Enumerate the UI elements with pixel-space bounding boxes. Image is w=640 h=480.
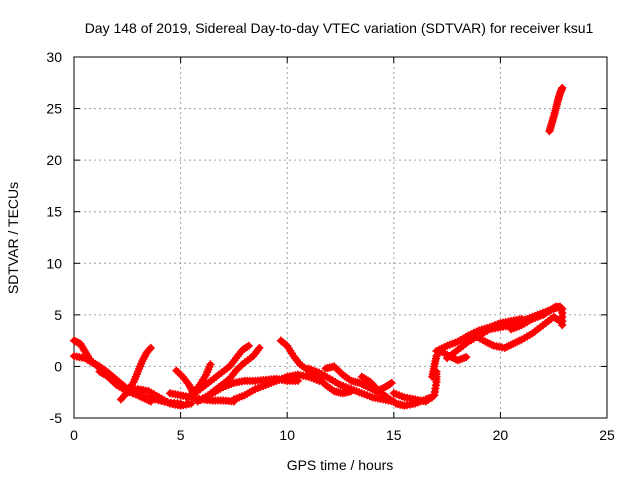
- plot-frame: [73, 56, 608, 419]
- data-point-plus: [255, 343, 264, 352]
- y-tick-label: 5: [54, 307, 62, 323]
- data-point-plus: [462, 353, 471, 362]
- x-tick-label: 15: [386, 427, 402, 443]
- y-tick-label: 30: [46, 49, 62, 65]
- x-tick-label: 0: [70, 427, 78, 443]
- data-series: [70, 83, 567, 410]
- y-tick-label: 0: [54, 358, 62, 374]
- x-axis-label: GPS time / hours: [287, 457, 394, 473]
- data-point-plus: [145, 345, 154, 354]
- series-sat-track-4: [95, 367, 185, 408]
- data-point-plus: [79, 345, 88, 354]
- series-sat-track-7: [182, 341, 253, 402]
- series-sat-track-20: [507, 302, 567, 334]
- axis-ticks: 0 5 10 15 20 25 -5 0 5 10 15 20 25 30: [46, 49, 615, 443]
- data-point-plus: [244, 341, 253, 350]
- x-tick-label: 25: [599, 427, 615, 443]
- data-point-plus: [176, 399, 185, 408]
- chart-title: Day 148 of 2019, Sidereal Day-to-day VTE…: [85, 20, 594, 36]
- y-tick-label: 20: [46, 152, 62, 168]
- grid: [74, 57, 607, 418]
- data-point-plus: [387, 378, 396, 387]
- y-tick-label: 25: [46, 101, 62, 117]
- data-point-plus: [386, 379, 395, 388]
- data-point-plus: [236, 361, 245, 370]
- x-tick-label: 10: [279, 427, 295, 443]
- series-sat-track-12: [304, 364, 398, 406]
- x-tick-label: 20: [493, 427, 509, 443]
- series-sat-track-11: [276, 336, 356, 398]
- data-point-plus: [243, 342, 252, 351]
- y-tick-label: 15: [46, 204, 62, 220]
- series-sat-track-21: [545, 83, 567, 136]
- data-point-plus: [206, 360, 215, 369]
- y-axis-label: SDTVAR / TECUs: [5, 182, 21, 294]
- series-sat-track-10: [229, 370, 324, 404]
- series-sat-track-15: [389, 367, 441, 406]
- x-tick-label: 5: [177, 427, 185, 443]
- data-point-plus: [146, 343, 155, 352]
- y-tick-label: -5: [50, 410, 63, 426]
- data-point-plus: [558, 321, 567, 330]
- data-point-plus: [558, 83, 567, 92]
- y-tick-label: 10: [46, 255, 62, 271]
- series-sat-track-19: [470, 312, 565, 352]
